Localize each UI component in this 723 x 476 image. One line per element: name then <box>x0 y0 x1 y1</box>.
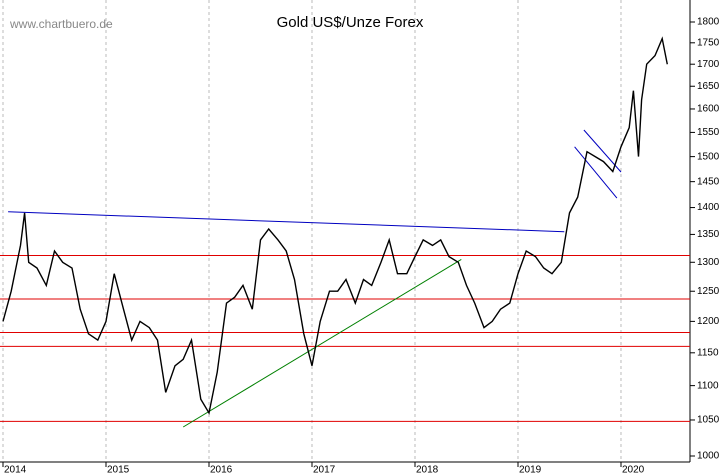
y-tick-label: 1550 <box>697 127 720 138</box>
y-tick-label: 1600 <box>697 104 720 115</box>
y-tick-label: 1200 <box>697 316 720 327</box>
x-tick-label: 2016 <box>210 465 233 476</box>
x-tick-label: 2018 <box>416 465 439 476</box>
x-tick-label: 2020 <box>622 465 645 476</box>
y-tick-label: 1100 <box>697 380 719 391</box>
y-tick-label: 1300 <box>697 257 720 268</box>
x-tick-label: 2019 <box>519 465 542 476</box>
y-tick-label: 1800 <box>697 17 720 28</box>
trend-line <box>182 258 462 428</box>
y-tick-label: 1350 <box>697 229 720 240</box>
chart-title: Gold US$/Unze Forex <box>277 14 424 31</box>
y-tick-label: 1500 <box>697 151 720 162</box>
x-tick-label: 2017 <box>313 465 336 476</box>
watermark: www.chartbuero.de <box>9 17 113 31</box>
trend-line <box>8 211 565 233</box>
y-tick-label: 1400 <box>697 202 720 213</box>
x-tick-label: 2015 <box>107 465 130 476</box>
x-tick-label: 2014 <box>4 465 27 476</box>
y-tick-label: 1750 <box>697 37 720 48</box>
y-tick-label: 1650 <box>697 81 720 92</box>
y-tick-label: 1450 <box>697 176 720 187</box>
y-tick-label: 1050 <box>697 415 720 426</box>
trend-line <box>574 146 618 199</box>
y-tick-label: 1250 <box>697 286 720 297</box>
y-tick-label: 1700 <box>697 59 720 70</box>
y-tick-label: 1150 <box>697 347 719 358</box>
price-line <box>2 36 668 415</box>
y-tick-label: 1000 <box>697 451 720 462</box>
